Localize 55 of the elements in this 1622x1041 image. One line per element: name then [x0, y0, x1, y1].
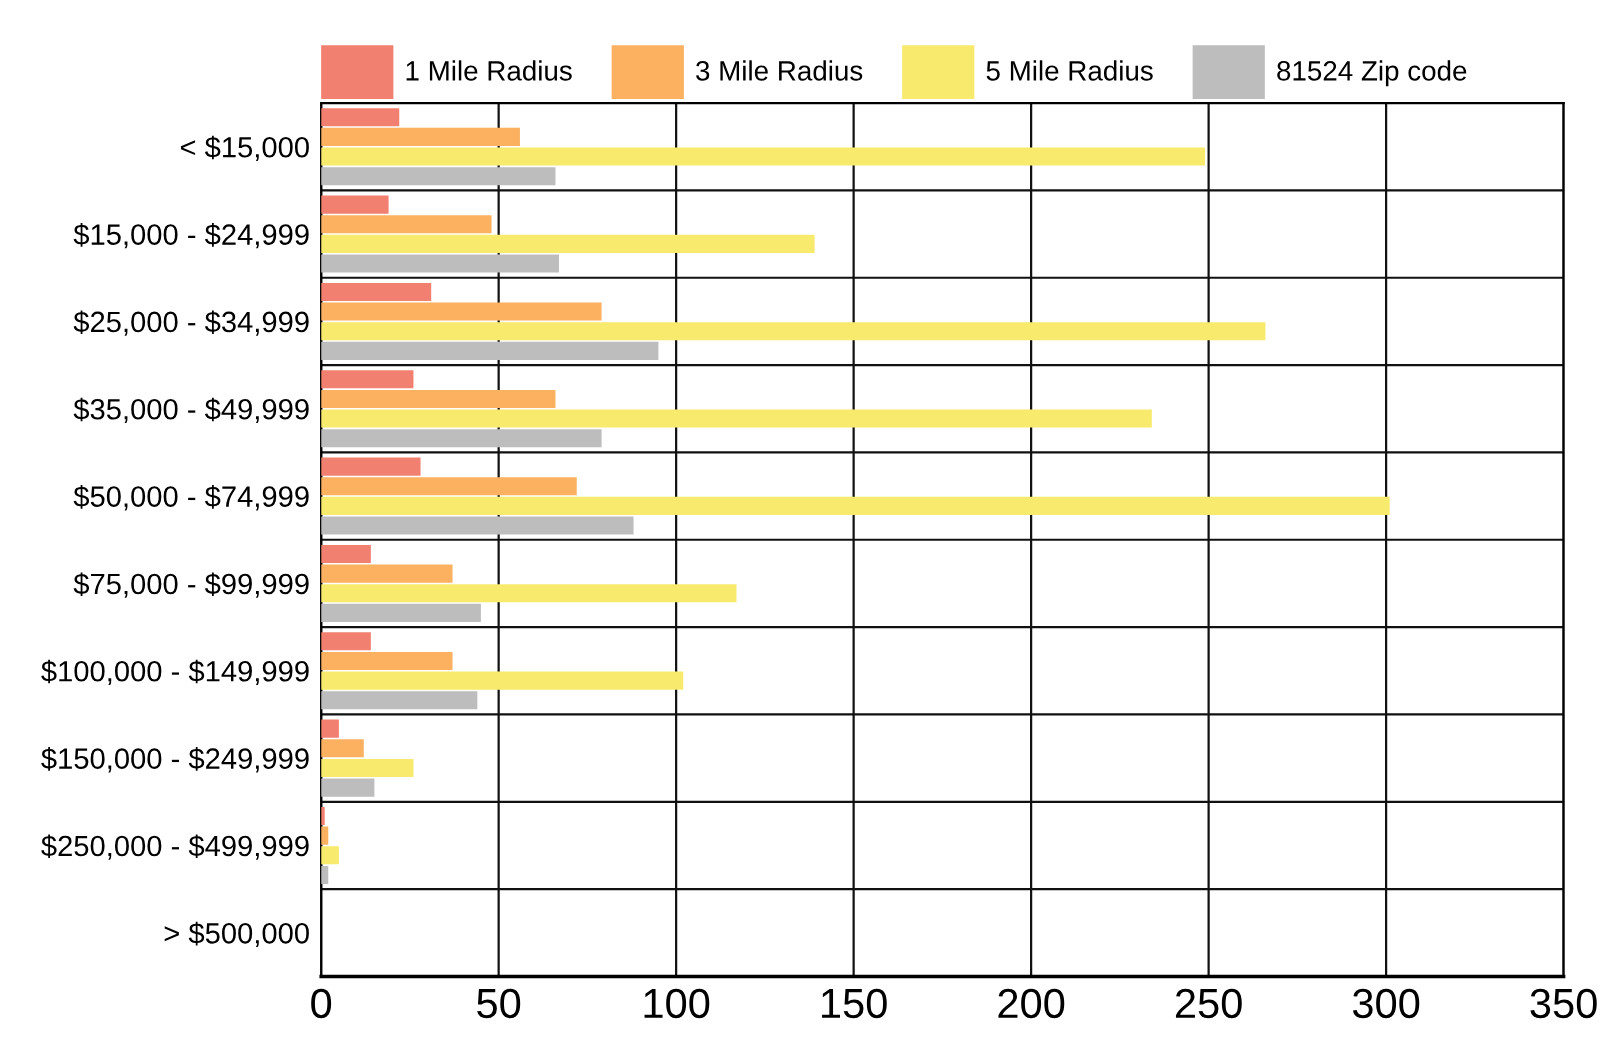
y-tick-label: > $500,000 — [164, 921, 309, 948]
legend-label: 81524 Zip code — [1277, 60, 1467, 87]
bar — [321, 370, 414, 389]
y-tick-label: < $15,000 — [180, 135, 309, 162]
legend-label: 3 Mile Radius — [696, 60, 863, 81]
x-tick-label: 200 — [998, 988, 1065, 1019]
bar — [321, 457, 421, 476]
bar — [321, 302, 602, 321]
bar — [321, 544, 371, 563]
bar — [321, 477, 577, 496]
y-tick-label: $15,000 - $24,999 — [73, 223, 309, 249]
legend-label: 5 Mile Radius — [986, 60, 1153, 81]
bar — [321, 341, 659, 360]
bar — [321, 758, 414, 777]
bar — [321, 389, 556, 408]
y-tick-label: $25,000 - $34,999 — [73, 310, 309, 336]
y-tick-label: $75,000 - $99,999 — [73, 572, 309, 598]
bar — [321, 584, 737, 603]
x-tick-label: 300 — [1352, 988, 1420, 1019]
bar — [321, 651, 453, 670]
bar — [321, 516, 634, 535]
bar — [321, 108, 400, 127]
bar — [321, 603, 481, 622]
y-tick-label: $250,000 - $499,999 — [41, 834, 309, 860]
x-tick-label: 150 — [822, 988, 887, 1019]
bar — [321, 282, 432, 301]
legend-label: 1 Mile Radius — [406, 60, 572, 81]
y-tick-label: $35,000 - $49,999 — [73, 397, 309, 424]
bar — [321, 127, 520, 146]
bar — [321, 195, 389, 214]
bar — [321, 846, 339, 865]
x-tick-label: 250 — [1175, 988, 1242, 1019]
bar — [321, 778, 375, 797]
bar — [321, 254, 559, 273]
x-tick-label: 0 — [311, 988, 332, 1019]
bar — [321, 322, 1266, 341]
bar — [321, 167, 556, 186]
bar — [321, 564, 453, 583]
bar — [321, 429, 602, 448]
bar — [321, 691, 478, 710]
bar — [321, 719, 339, 738]
bar — [321, 234, 815, 253]
bar — [321, 409, 1152, 428]
x-tick-label: 100 — [644, 988, 710, 1019]
x-tick-label: 50 — [477, 988, 521, 1019]
y-tick-label: $100,000 - $149,999 — [41, 659, 309, 686]
bar — [321, 632, 371, 651]
y-tick-label: $50,000 - $74,999 — [73, 485, 309, 511]
x-tick-label: 350 — [1530, 988, 1597, 1019]
bar — [321, 215, 492, 234]
y-tick-label: $150,000 - $249,999 — [41, 747, 309, 773]
bar — [321, 496, 1390, 515]
bar — [321, 739, 364, 758]
bar — [321, 147, 1206, 166]
bar — [321, 671, 684, 690]
